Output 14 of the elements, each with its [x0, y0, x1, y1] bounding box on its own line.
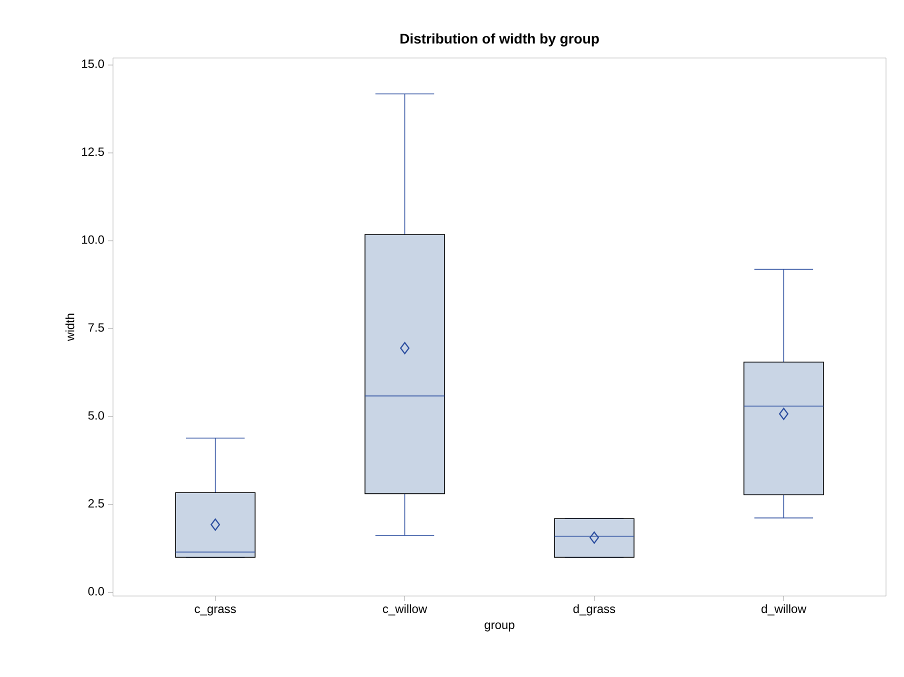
y-tick-label: 10.0: [82, 235, 104, 244]
y-tick-label: 7.5: [88, 323, 104, 332]
chart-title: Distribution of width by group: [400, 33, 599, 46]
x-tick-label: c_willow: [382, 604, 428, 616]
x-axis-title: group: [484, 622, 514, 632]
y-tick-label: 15.0: [82, 60, 104, 68]
x-tick-label: c_grass: [194, 606, 236, 616]
y-tick-label: 0.0: [88, 587, 104, 596]
y-axis-title: width: [65, 314, 74, 342]
x-tick-label: d_grass: [573, 604, 616, 616]
y-tick-label: 5.0: [88, 411, 104, 420]
x-tick-label: d_willow: [762, 604, 806, 616]
y-tick-label: 2.5: [88, 499, 104, 508]
y-tick-label: 12.5: [82, 147, 104, 156]
